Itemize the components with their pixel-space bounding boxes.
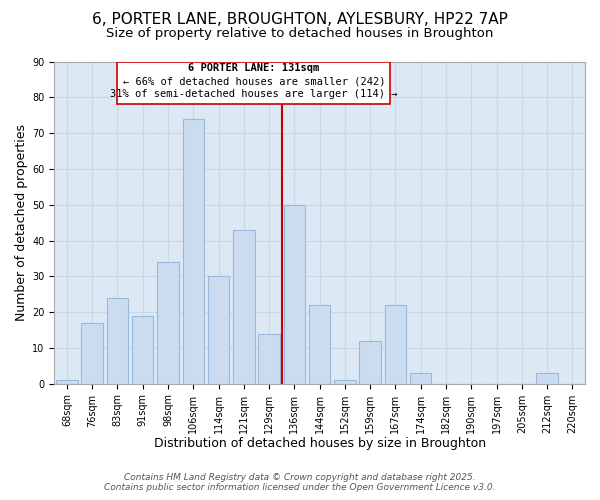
Text: 31% of semi-detached houses are larger (114) →: 31% of semi-detached houses are larger (… [110, 90, 398, 100]
Y-axis label: Number of detached properties: Number of detached properties [15, 124, 28, 321]
Bar [132, 316, 154, 384]
Text: Size of property relative to detached houses in Broughton: Size of property relative to detached ho… [106, 28, 494, 40]
Bar [182, 119, 204, 384]
X-axis label: Distribution of detached houses by size in Broughton: Distribution of detached houses by size … [154, 437, 485, 450]
Bar [410, 373, 431, 384]
FancyBboxPatch shape [118, 62, 391, 104]
Bar [309, 305, 331, 384]
Bar [385, 305, 406, 384]
Text: ← 66% of detached houses are smaller (242): ← 66% of detached houses are smaller (24… [122, 76, 385, 86]
Bar [56, 380, 77, 384]
Text: Contains HM Land Registry data © Crown copyright and database right 2025.
Contai: Contains HM Land Registry data © Crown c… [104, 473, 496, 492]
Bar [536, 373, 558, 384]
Text: 6, PORTER LANE, BROUGHTON, AYLESBURY, HP22 7AP: 6, PORTER LANE, BROUGHTON, AYLESBURY, HP… [92, 12, 508, 28]
Bar [284, 204, 305, 384]
Bar [82, 323, 103, 384]
Bar [107, 298, 128, 384]
Bar [359, 341, 381, 384]
Bar [157, 262, 179, 384]
Bar [334, 380, 356, 384]
Bar [259, 334, 280, 384]
Bar [233, 230, 254, 384]
Text: 6 PORTER LANE: 131sqm: 6 PORTER LANE: 131sqm [188, 64, 320, 74]
Bar [208, 276, 229, 384]
